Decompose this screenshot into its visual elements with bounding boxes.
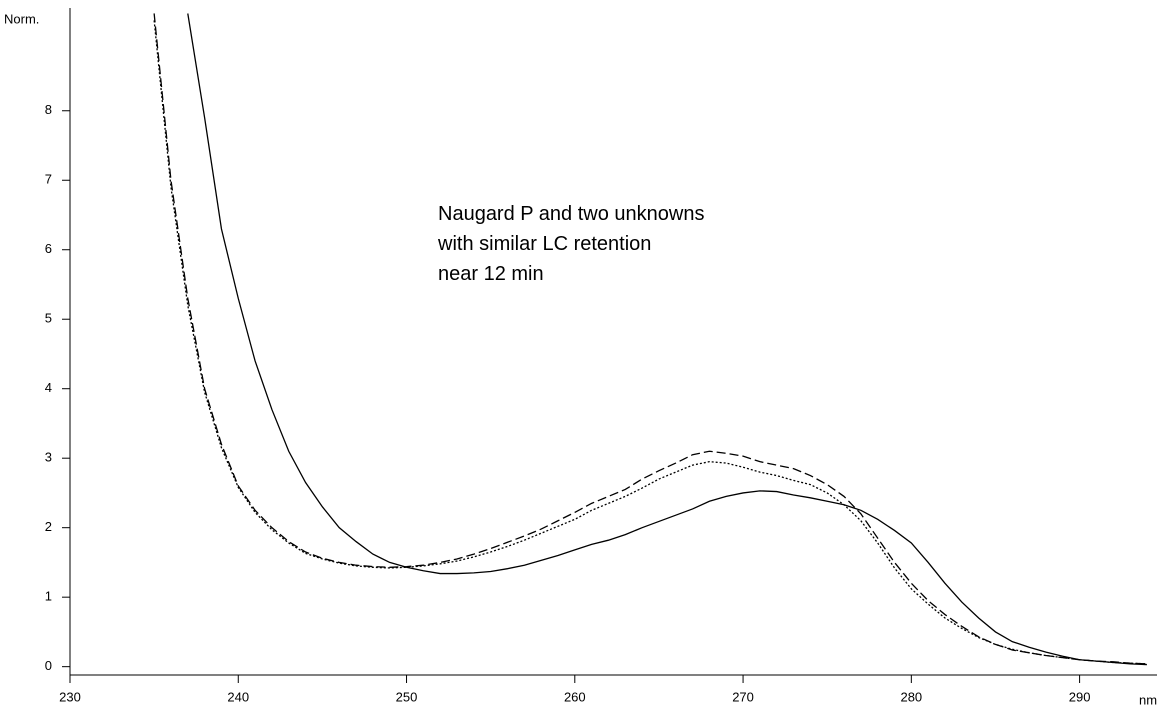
y-tick-label: 7 xyxy=(45,172,52,187)
y-tick-label: 6 xyxy=(45,241,52,256)
spectrum-line xyxy=(187,13,1147,666)
annotation: Naugard P and two unknowns xyxy=(438,203,704,225)
x-tick-label: 250 xyxy=(396,689,418,704)
annotation: with similar LC retention xyxy=(437,233,651,255)
x-tick-label: 280 xyxy=(900,689,922,704)
y-tick-label: 1 xyxy=(45,589,52,604)
y-tick-label: 2 xyxy=(45,519,52,534)
y-tick-label: 3 xyxy=(45,450,52,465)
y-axis-label: Norm. xyxy=(4,11,39,26)
annotation: near 12 min xyxy=(438,263,544,285)
x-tick-label: 230 xyxy=(59,689,81,704)
spectrum-line xyxy=(153,20,1147,665)
x-tick-label: 240 xyxy=(227,689,249,704)
spectrum-line xyxy=(153,13,1147,665)
x-tick-label: 290 xyxy=(1069,689,1091,704)
x-axis-label: nm xyxy=(1139,692,1157,707)
y-tick-label: 4 xyxy=(45,380,52,395)
plot-area xyxy=(153,13,1147,666)
y-tick-label: 8 xyxy=(45,102,52,117)
y-tick-label: 0 xyxy=(45,658,52,673)
y-tick-label: 5 xyxy=(45,311,52,326)
x-tick-label: 270 xyxy=(732,689,754,704)
x-tick-label: 260 xyxy=(564,689,586,704)
